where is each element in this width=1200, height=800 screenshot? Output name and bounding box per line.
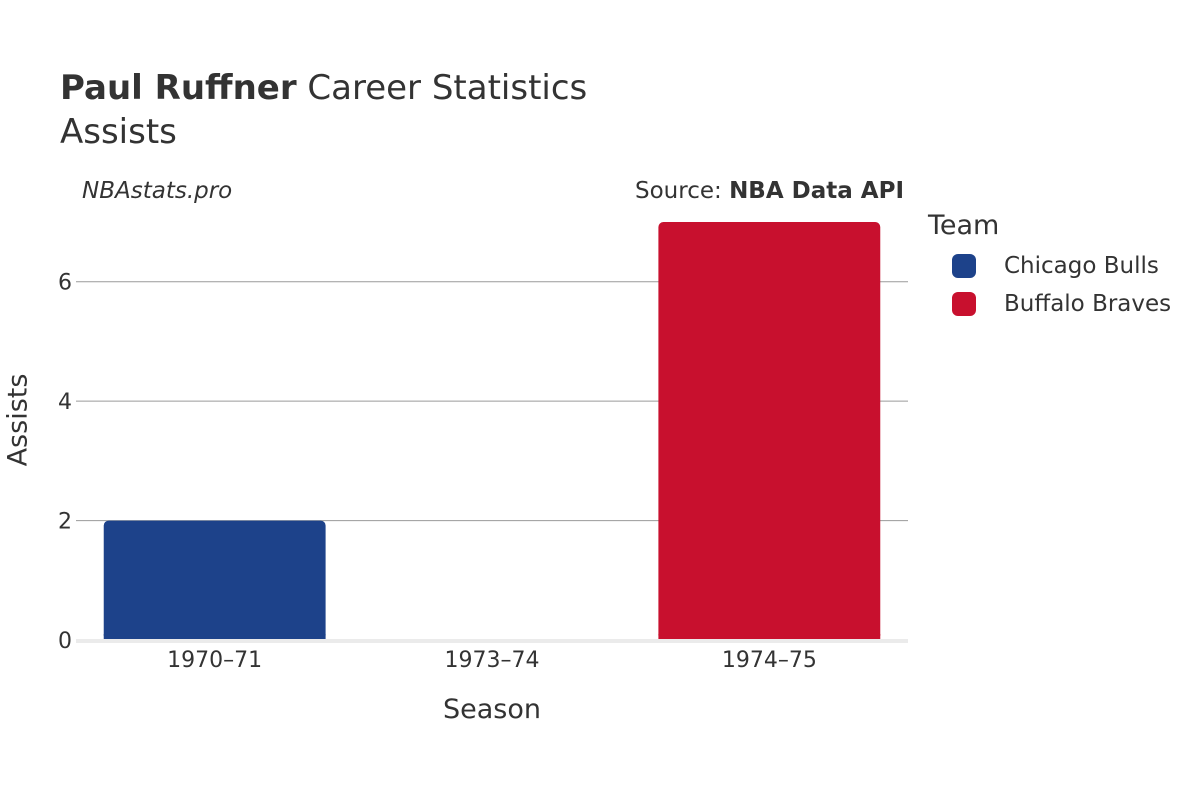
legend-item-chicago-bulls[interactable]: Chicago Bulls	[952, 252, 1159, 280]
source-name: NBA Data API	[729, 178, 904, 204]
player-name: Paul Ruffner	[60, 68, 297, 108]
bar-base-chicago-bulls	[103, 634, 326, 640]
source-credit: Source: NBA Data API	[635, 178, 904, 204]
y-tick-label: 4	[58, 390, 72, 415]
chart-title: Paul Ruffner Career Statistics	[60, 68, 587, 108]
title-rest: Career Statistics	[296, 68, 588, 108]
y-tick-label: 6	[58, 271, 72, 296]
legend-title: Team	[928, 210, 1000, 241]
legend-label-chicago-bulls: Chicago Bulls	[1004, 253, 1159, 279]
chart-subtitle: Assists	[60, 112, 177, 152]
site-watermark: NBAstats.pro	[82, 178, 233, 204]
bar-chicago-bulls[interactable]	[103, 520, 326, 640]
x-axis-title: Season	[443, 694, 541, 725]
legend-swatch-chicago-bulls	[952, 254, 976, 278]
bar-base-buffalo-braves	[658, 634, 881, 640]
x-tick-label: 1970–71	[167, 648, 262, 673]
y-tick-label: 0	[58, 629, 72, 654]
legend-label-buffalo-braves: Buffalo Braves	[1004, 291, 1172, 317]
legend-swatch-buffalo-braves	[952, 292, 976, 316]
x-tick-label: 1973–74	[445, 648, 540, 673]
legend-item-buffalo-braves[interactable]: Buffalo Braves	[952, 290, 1171, 318]
y-tick-label: 2	[58, 510, 72, 535]
bar-buffalo-braves[interactable]	[658, 222, 881, 640]
source-prefix: Source:	[635, 178, 730, 204]
y-axis-title: Assists	[2, 373, 34, 467]
x-tick-label: 1974–75	[722, 648, 817, 673]
